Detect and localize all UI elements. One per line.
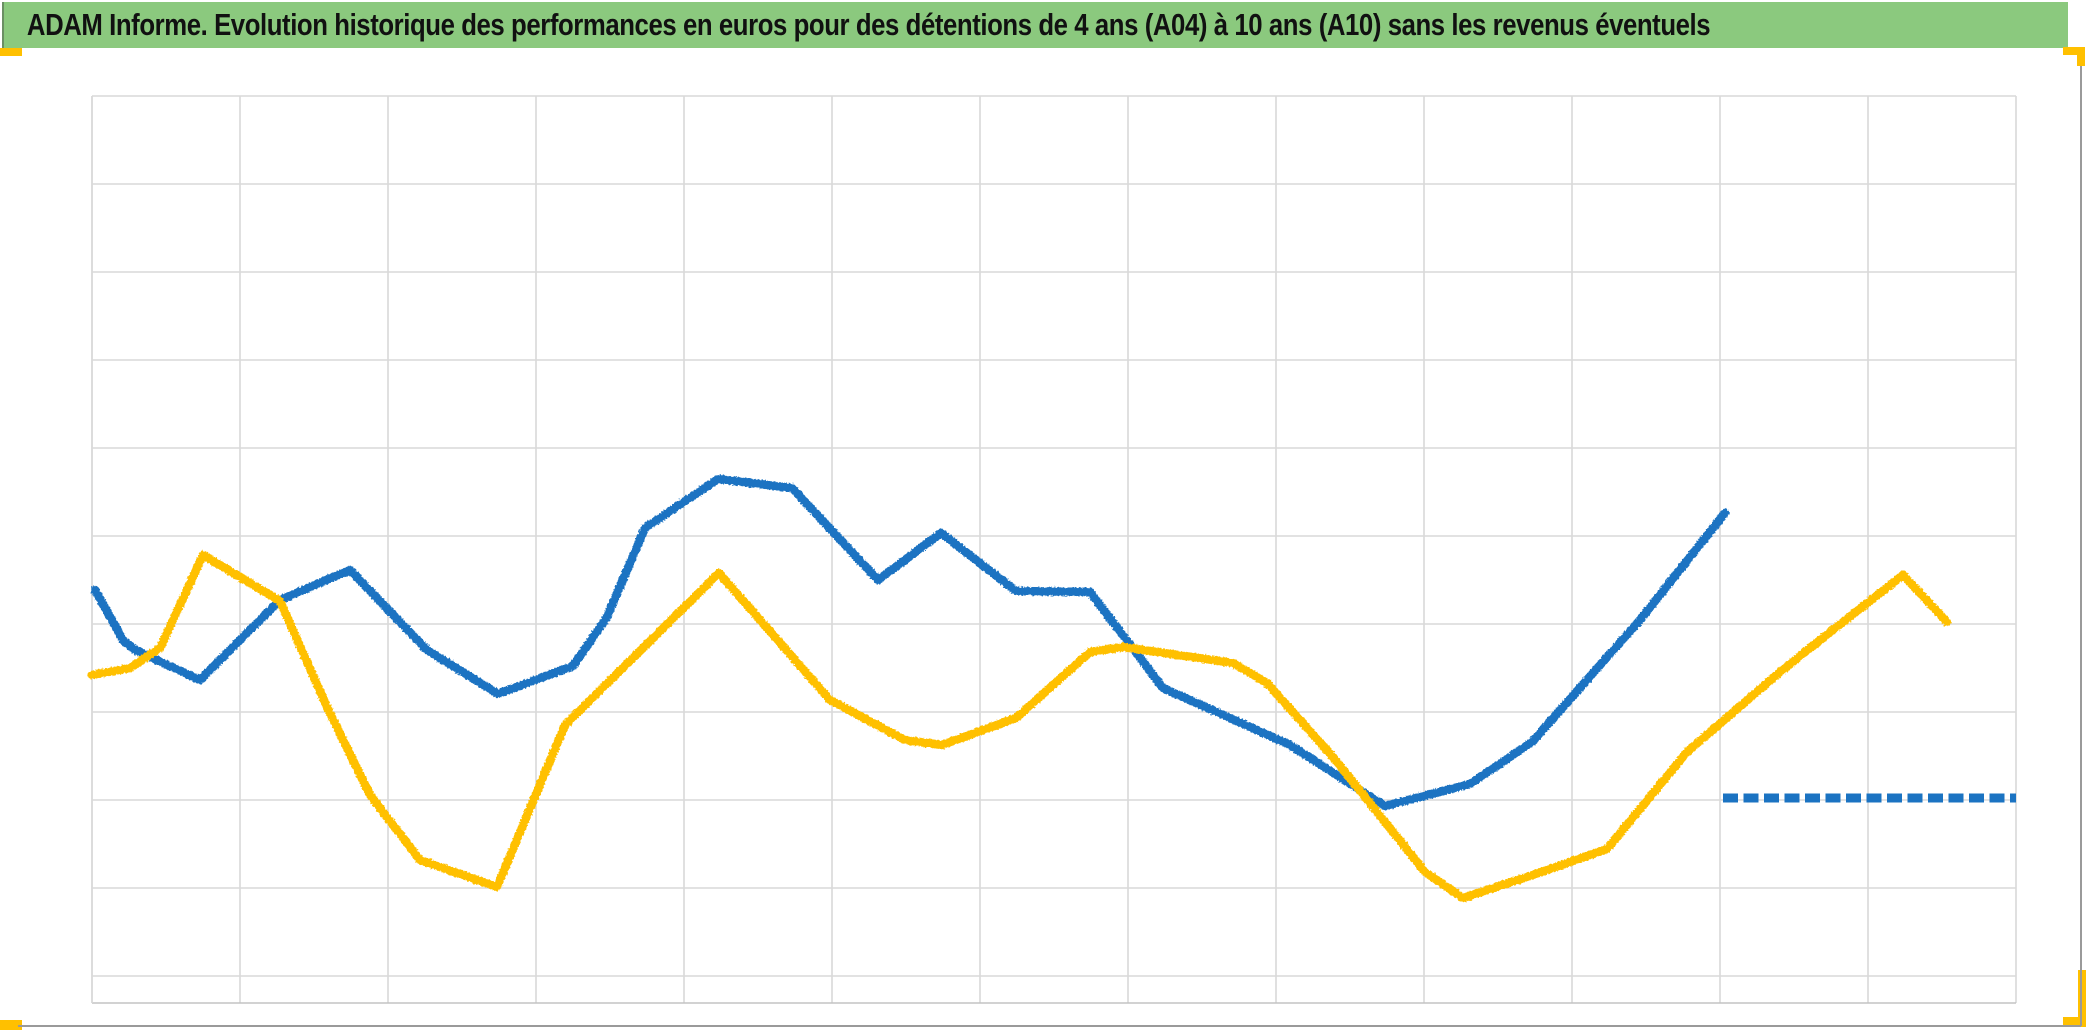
chart-title-bar: ADAM Informe. Evolution historique des p… (2, 2, 2068, 48)
range-corner-mark-top-right-h (2063, 47, 2083, 55)
range-corner-mark-bottom-left (0, 1020, 22, 1030)
cell-border-right (2080, 66, 2082, 1026)
range-corner-mark-top-left (0, 48, 22, 56)
blue-line[interactable] (90, 474, 1730, 811)
gridlines (91, 95, 2017, 1004)
data-series (87, 474, 2019, 903)
yellow-line[interactable] (87, 550, 1952, 903)
cell-border-bottom (18, 1025, 2081, 1027)
title-bar-left-edge (2, 2, 4, 48)
range-corner-mark-bottom-right-h (2063, 1017, 2086, 1027)
range-corner-mark-bottom-right-v (2078, 970, 2086, 1027)
chart-title: ADAM Informe. Evolution historique des p… (26, 7, 1711, 42)
range-corner-mark-top-right-v (2077, 47, 2085, 66)
